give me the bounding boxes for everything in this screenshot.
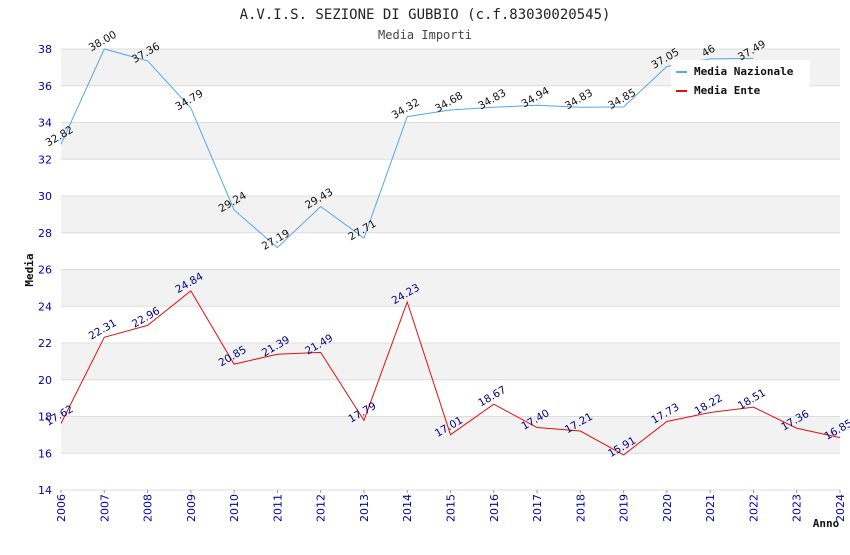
x-tick-label: 2013 bbox=[358, 494, 371, 522]
y-axis-label: Media bbox=[23, 253, 36, 286]
grid-band bbox=[61, 343, 840, 380]
y-tick-label: 16 bbox=[38, 447, 52, 460]
grid-band bbox=[61, 269, 840, 307]
y-tick-label: 32 bbox=[38, 153, 52, 166]
y-tick-label: 22 bbox=[38, 337, 52, 350]
x-tick-label: 2012 bbox=[315, 494, 328, 522]
x-tick-label: 2017 bbox=[531, 494, 544, 522]
x-tick-label: 2023 bbox=[791, 494, 804, 522]
data-label-media-nazionale: 34.94 bbox=[520, 85, 552, 111]
y-tick-label: 20 bbox=[38, 374, 52, 387]
chart-subtitle: Media Importi bbox=[378, 28, 472, 42]
y-tick-label: 38 bbox=[38, 43, 52, 56]
grid-band bbox=[61, 122, 840, 160]
y-tick-label: 26 bbox=[38, 264, 52, 277]
data-label-media-nazionale: 34.83 bbox=[476, 87, 508, 112]
data-label-media-ente: 18.51 bbox=[736, 387, 768, 412]
legend-box bbox=[671, 60, 810, 100]
x-tick-label: 2010 bbox=[228, 494, 241, 522]
data-label-media-nazionale: 34.85 bbox=[606, 87, 638, 112]
x-axis-label: Anno bbox=[813, 517, 840, 530]
x-tick-label: 2014 bbox=[401, 494, 414, 522]
data-label-media-nazionale: 34.32 bbox=[390, 96, 422, 121]
x-tick-label: 2016 bbox=[488, 494, 501, 522]
x-tick-label: 2018 bbox=[574, 494, 587, 522]
series-line-media-ente bbox=[60, 290, 841, 456]
y-tick-label: 18 bbox=[38, 411, 52, 424]
x-axis-ticks: 2006 2007 2008 2009 2010 2011 2012 2013 2014 2015… bbox=[55, 490, 847, 522]
grid-band bbox=[61, 196, 840, 233]
y-tick-label: 24 bbox=[38, 300, 52, 313]
x-tick-label: 2024 bbox=[834, 494, 847, 522]
data-label-media-nazionale: 46 bbox=[700, 43, 718, 60]
chart-title: A.V.I.S. SEZIONE DI GUBBIO (c.f.83030020… bbox=[240, 7, 611, 23]
x-tick-label: 2015 bbox=[445, 494, 458, 522]
series-lines bbox=[60, 48, 841, 456]
y-tick-label: 14 bbox=[38, 484, 52, 497]
data-label-media-ente: 22.31 bbox=[87, 317, 119, 342]
legend-label-media-ente: Media Ente bbox=[694, 84, 761, 97]
x-tick-label: 2006 bbox=[55, 494, 68, 522]
legend: Media Nazionale Media Ente bbox=[671, 60, 810, 100]
x-tick-label: 2019 bbox=[618, 494, 631, 522]
data-label-media-ente: 18.22 bbox=[693, 392, 725, 417]
x-tick-label: 2021 bbox=[704, 494, 717, 522]
data-label-media-nazionale: 34.83 bbox=[563, 87, 595, 112]
x-tick-label: 2020 bbox=[661, 494, 674, 522]
data-label-media-nazionale: 34.79 bbox=[173, 88, 205, 113]
x-tick-label: 2008 bbox=[142, 494, 155, 522]
x-tick-label: 2009 bbox=[185, 494, 198, 522]
y-tick-label: 28 bbox=[38, 227, 52, 240]
data-label-media-nazionale: 34.68 bbox=[433, 90, 465, 115]
series-line-media-nazionale bbox=[60, 48, 754, 249]
y-tick-label: 30 bbox=[38, 190, 52, 203]
y-tick-label: 34 bbox=[38, 117, 52, 130]
y-axis-ticks: 14 16 18 20 22 24 26 28 30 32 34 36 38 bbox=[38, 43, 52, 497]
x-tick-label: 2022 bbox=[747, 494, 760, 522]
y-tick-label: 36 bbox=[38, 80, 52, 93]
x-tick-label: 2011 bbox=[271, 494, 284, 522]
legend-label-media-nazionale: Media Nazionale bbox=[694, 65, 794, 78]
x-tick-label: 2007 bbox=[98, 494, 111, 522]
data-label-media-ente: 22.96 bbox=[130, 305, 162, 331]
